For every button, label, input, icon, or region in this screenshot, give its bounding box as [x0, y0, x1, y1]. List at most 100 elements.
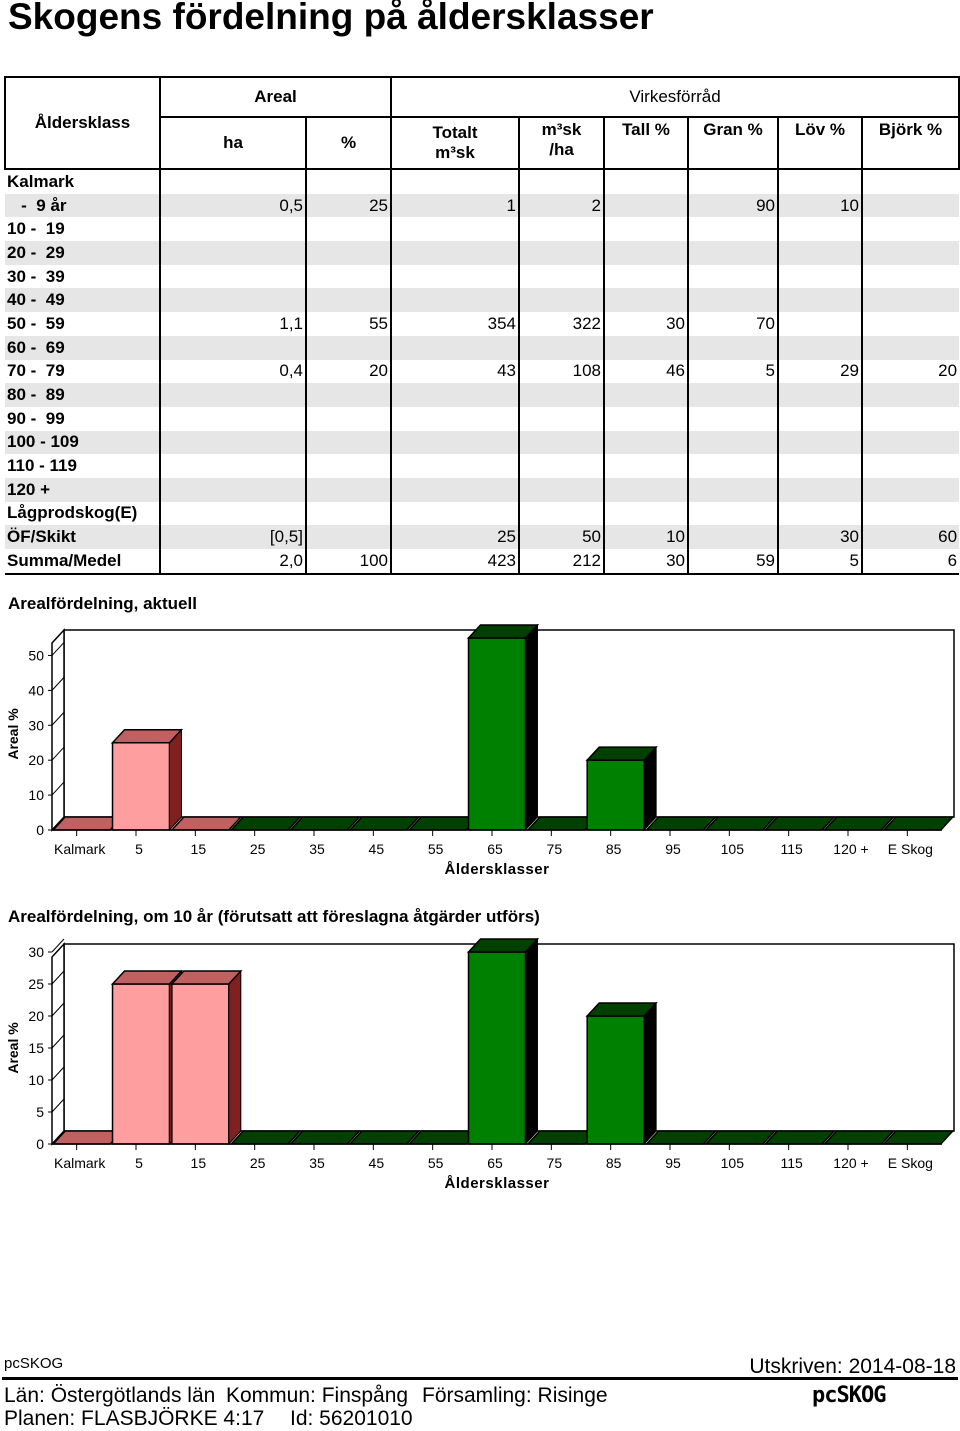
x-tick-label: Kalmark — [54, 1155, 106, 1171]
table-cell — [306, 383, 392, 407]
bar — [467, 637, 527, 831]
table-cell — [519, 454, 605, 478]
x-tick-label: 25 — [250, 841, 266, 857]
table-cell: 70 — [688, 312, 779, 336]
table-cell: 60 — [862, 525, 960, 549]
footer-kommun: Kommun: Finspång — [226, 1384, 409, 1407]
y-tick-label: 15 — [28, 1040, 44, 1056]
row-label: 50 - 59 — [5, 312, 161, 336]
table-cell — [688, 169, 779, 194]
table-row: 40 - 49 — [5, 288, 960, 313]
table-cell — [391, 169, 520, 194]
row-label: Lågprodskog(E) — [5, 501, 161, 526]
table-row: 110 - 119 — [5, 454, 959, 478]
table-cell — [160, 477, 307, 502]
x-tick-label: E Skog — [888, 841, 933, 857]
bar-zero — [170, 816, 243, 831]
table-cell — [160, 383, 307, 407]
table-cell — [604, 241, 689, 265]
table-cell — [778, 217, 863, 242]
table-cell: 50 — [519, 525, 605, 549]
table-cell — [604, 454, 689, 478]
table-cell — [778, 430, 863, 455]
footer-id: Id: 56201010 — [290, 1407, 413, 1430]
table-cell: 30 — [604, 549, 689, 575]
header-pct: % — [305, 116, 392, 170]
y-tick-depth — [51, 816, 65, 831]
table-cell: 5 — [778, 549, 863, 575]
table-cell: 0,4 — [160, 359, 307, 384]
table-cell — [519, 477, 605, 502]
table-cell — [604, 193, 689, 218]
table-cell — [604, 288, 689, 313]
table-cell — [391, 477, 520, 502]
table-cell — [391, 430, 520, 455]
table-cell — [862, 193, 960, 218]
table-cell — [160, 454, 307, 478]
table-row: 50 - 59 1,1 55 354 322 30 70 — [5, 312, 959, 336]
y-tick-depth — [51, 711, 65, 726]
bar — [467, 951, 527, 1145]
x-tick-label: 65 — [487, 841, 503, 857]
y-tick-depth — [51, 938, 65, 953]
table-cell — [306, 217, 392, 242]
bar-zero — [822, 816, 896, 831]
table-cell — [604, 169, 689, 194]
header-m3ha: m³sk/ha — [518, 116, 605, 170]
y-tick-label: 10 — [28, 1072, 44, 1088]
table-cell — [778, 406, 863, 431]
table-cell — [688, 430, 779, 455]
table-cell: 2 — [519, 193, 605, 218]
row-label: 20 - 29 — [5, 241, 161, 265]
footer-lan: Län: Östergötlands län — [4, 1384, 216, 1407]
table-cell — [688, 383, 779, 407]
plot-side-wall — [51, 628, 65, 832]
header-alder: Åldersklass — [4, 76, 161, 170]
table-cell — [519, 264, 605, 289]
table-cell — [862, 241, 960, 265]
table-row: 30 - 39 — [5, 264, 959, 289]
y-tick-label: 25 — [28, 976, 44, 992]
table-cell — [306, 241, 392, 265]
table-cell: 108 — [519, 359, 605, 384]
row-label: - 9 år — [5, 193, 161, 218]
table-cell — [160, 335, 307, 360]
table-cell — [160, 406, 307, 431]
row-label: 60 - 69 — [5, 335, 161, 360]
bar-top — [585, 1002, 658, 1017]
table-cell — [862, 430, 960, 455]
x-tick-label: 35 — [309, 1155, 325, 1171]
x-tick-label: Kalmark — [54, 841, 106, 857]
table-cell — [519, 169, 605, 194]
row-label: 40 - 49 — [5, 288, 161, 313]
bar-top — [110, 970, 184, 985]
row-label: Kalmark — [5, 169, 161, 194]
table-cell: 1 — [391, 193, 520, 218]
chart2-title: Arealfördelning, om 10 år (förutsatt att… — [8, 907, 540, 926]
table-body: Kalmark - 9 år 0,5 25 1 2 90 10 10 - 19 20 - 29 3… — [5, 169, 960, 575]
header-ha: ha — [159, 116, 307, 170]
y-tick-depth — [51, 746, 65, 761]
footer-forsamling: Församling: Risinge — [422, 1384, 608, 1407]
x-tick-label: 115 — [781, 1155, 804, 1171]
y-tick-depth — [51, 1002, 65, 1017]
bar-top — [585, 746, 658, 761]
table-cell — [306, 477, 392, 502]
table-cell — [688, 217, 779, 242]
table-cell: 30 — [604, 312, 689, 336]
table-cell — [604, 264, 689, 289]
table-row: Lågprodskog(E) — [5, 501, 959, 526]
table-cell: 59 — [688, 549, 779, 575]
table-cell — [391, 406, 520, 431]
table-cell: [0,5] — [160, 525, 307, 549]
table-cell — [862, 335, 960, 360]
table-cell: 43 — [391, 359, 520, 384]
y-tick-label: 30 — [28, 944, 44, 960]
table-cell — [306, 335, 392, 360]
table-row: Summa/Medel 2,0 100 423 212 30 59 5 6 — [5, 549, 960, 575]
table-cell — [688, 241, 779, 265]
x-tick-label: 15 — [191, 841, 207, 857]
table-cell — [160, 501, 307, 526]
row-label: 110 - 119 — [5, 454, 161, 478]
table-cell — [391, 288, 520, 313]
